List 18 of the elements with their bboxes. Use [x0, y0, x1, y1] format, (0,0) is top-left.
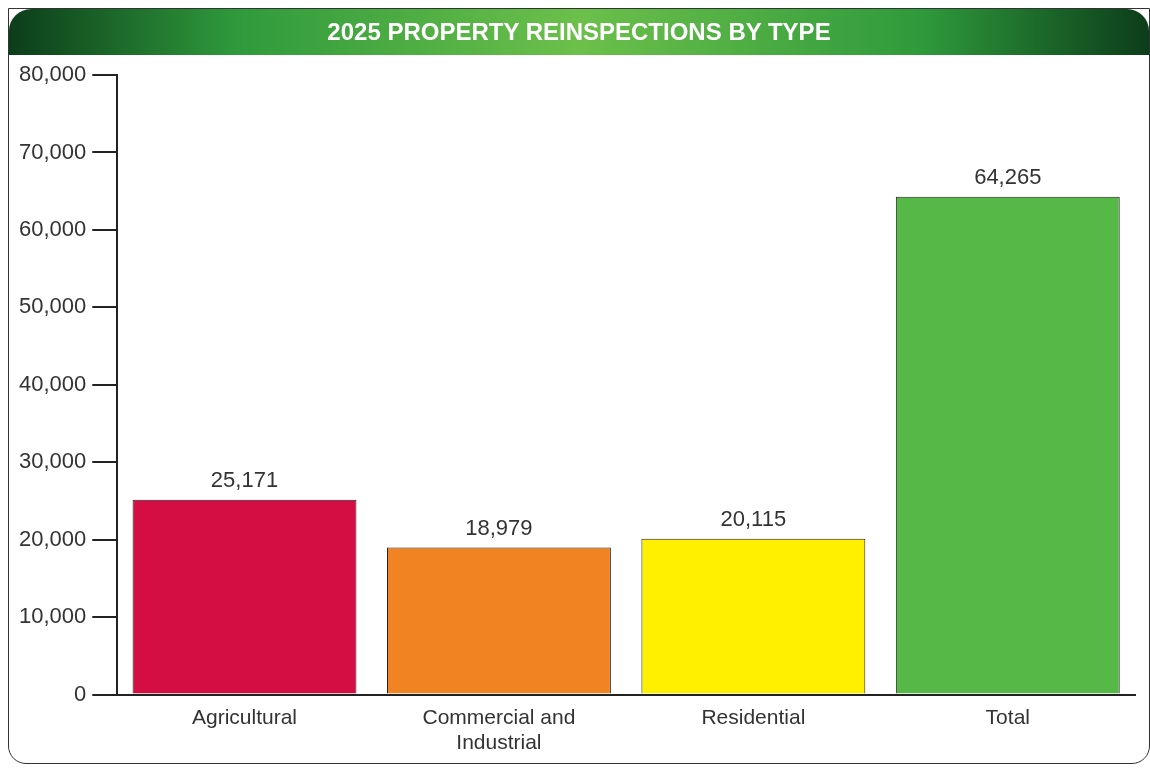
data-label: 64,265: [974, 163, 1042, 189]
x-tick-label: Commercial and Industrial: [422, 705, 576, 754]
y-tick-label: 70,000: [18, 138, 87, 164]
y-tick-label: 80,000: [18, 61, 87, 87]
y-tick-label: 50,000: [18, 293, 87, 319]
x-tick-label: Agricultural: [191, 705, 298, 728]
y-tick-label: 60,000: [18, 215, 87, 241]
y-tick-label: 10,000: [18, 603, 87, 629]
data-label: 25,171: [210, 466, 279, 492]
chart-title: 2025 PROPERTY REINSPECTIONS BY TYPE: [327, 18, 831, 46]
data-label: 18,979: [465, 514, 533, 540]
x-tick-label: Total: [985, 705, 1030, 728]
y-tick-label: 0: [74, 680, 87, 706]
y-tick-label: 40,000: [18, 370, 87, 396]
y-tick-label: 20,000: [18, 525, 87, 551]
data-label: 20,115: [720, 505, 787, 531]
x-tick-label: Residential: [701, 705, 806, 728]
y-tick-label: 30,000: [18, 448, 87, 474]
